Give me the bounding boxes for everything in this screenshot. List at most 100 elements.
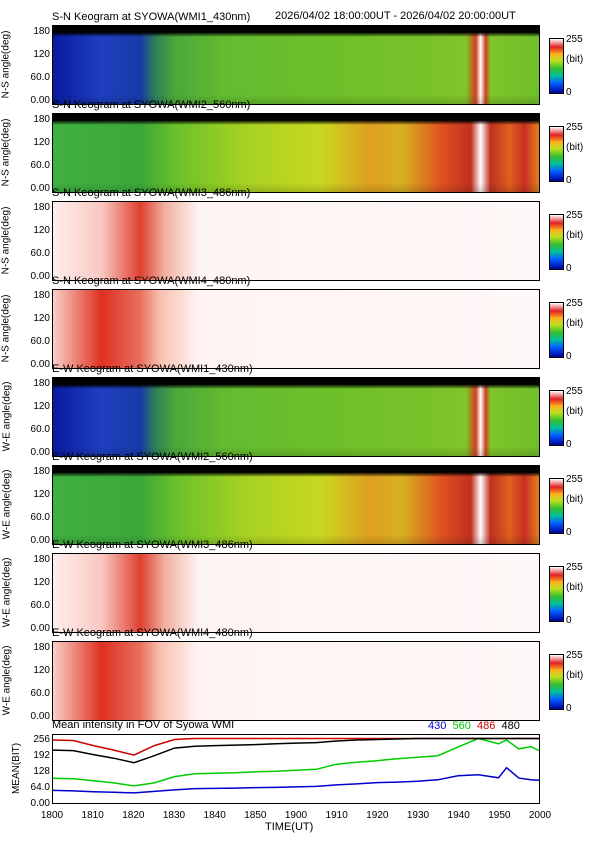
x-tick: 1900 <box>284 810 308 821</box>
series-line-480 <box>53 737 539 764</box>
colorbar-label-max: 255 <box>566 34 583 45</box>
colorbar-label-min: 0 <box>566 703 572 714</box>
colorbar <box>549 38 564 94</box>
keogram-ytick: 120 <box>33 401 50 412</box>
keogram-ytick: 60.0 <box>30 424 50 435</box>
colorbar <box>549 478 564 534</box>
x-tick: 1850 <box>244 810 267 821</box>
keogram-ytick: 0.00 <box>30 183 50 194</box>
keogram-image <box>52 553 540 633</box>
keogram-ytick: 180 <box>33 202 50 213</box>
keogram-ytick: 180 <box>33 290 50 301</box>
colorbar-label-unit: (bit) <box>566 318 584 329</box>
legend: 430 560 486 480 <box>428 720 520 732</box>
colorbar-label-unit: (bit) <box>566 142 584 153</box>
colorbar-label-min: 0 <box>566 615 572 626</box>
keogram-image <box>52 25 540 105</box>
mean-ytick: 0.00 <box>30 798 50 809</box>
keogram-ytick: 120 <box>33 313 50 324</box>
keogram-ytick: 60.0 <box>30 688 50 699</box>
keogram-image <box>52 113 540 193</box>
header-time-range: 2026/04/02 18:00:00UT - 2026/04/02 20:00… <box>275 10 516 22</box>
keogram-title: S-N Keogram at SYOWA(WMI4_480nm) <box>52 275 251 287</box>
colorbar-label-max: 255 <box>566 474 583 485</box>
keogram-ytick: 60.0 <box>30 72 50 83</box>
keogram-ylabel: N-S angle(deg) <box>0 30 12 99</box>
x-tick: 1800 <box>40 810 64 821</box>
keogram-ytick: 180 <box>33 466 50 477</box>
keogram-title: S-N Keogram at SYOWA(WMI3_486nm) <box>52 187 251 199</box>
keogram-ytick: 0.00 <box>30 359 50 370</box>
series-line-560 <box>53 737 539 787</box>
series-line-486 <box>53 737 539 756</box>
chart-title: Mean intensity in FOV of Syowa WMI <box>52 719 235 731</box>
mean-ytick: 256 <box>33 734 50 745</box>
keogram-ytick: 0.00 <box>30 95 50 106</box>
colorbar-label-unit: (bit) <box>566 582 584 593</box>
keogram-ytick: 60.0 <box>30 512 50 523</box>
mean-ytick: 64.0 <box>30 782 50 793</box>
x-tick: 1830 <box>162 810 186 821</box>
keogram-ytick: 120 <box>33 577 50 588</box>
x-tick: 1920 <box>366 810 389 821</box>
x-tick: 1940 <box>447 810 470 821</box>
colorbar-label-min: 0 <box>566 439 572 450</box>
colorbar-label-max: 255 <box>566 122 583 133</box>
colorbar <box>549 214 564 270</box>
legend-480: 480 <box>501 720 520 732</box>
x-axis-label: TIME(UT) <box>265 821 314 833</box>
x-tick: 1950 <box>488 810 511 821</box>
colorbar <box>549 390 564 446</box>
keogram-ytick: 60.0 <box>30 160 50 171</box>
keogram-ytick: 0.00 <box>30 623 50 634</box>
keogram-image <box>52 289 540 369</box>
x-tick: 2000 <box>528 810 552 821</box>
keogram-ytick: 180 <box>33 378 50 389</box>
keogram-ytick: 180 <box>33 642 50 653</box>
keogram-title: E-W Keogram at SYOWA(WMI4_480nm) <box>52 627 253 639</box>
colorbar-label-min: 0 <box>566 175 572 186</box>
keogram-ylabel: W-E angle(deg) <box>1 381 13 452</box>
colorbar <box>549 126 564 182</box>
colorbar-label-min: 0 <box>566 87 572 98</box>
colorbar-label-max: 255 <box>566 298 583 309</box>
colorbar-label-unit: (bit) <box>566 54 584 65</box>
keogram-image <box>52 377 540 457</box>
legend-486: 486 <box>476 720 496 732</box>
colorbar-label-max: 255 <box>566 210 583 221</box>
x-tick: 1930 <box>406 810 430 821</box>
keogram-ylabel: N-S angle(deg) <box>0 118 12 187</box>
keogram-image <box>52 641 540 721</box>
keogram-title: S-N Keogram at SYOWA(WMI1_430nm) <box>52 11 251 23</box>
legend-560: 560 <box>452 720 471 732</box>
keogram-ytick: 120 <box>33 665 50 676</box>
colorbar-label-unit: (bit) <box>566 494 584 505</box>
x-tick: 1820 <box>122 810 145 821</box>
mean-ylabel: MEAN(BIT) <box>11 742 23 795</box>
keogram-title: E-W Keogram at SYOWA(WMI3_486nm) <box>52 539 253 551</box>
keogram-ytick: 60.0 <box>30 248 50 259</box>
keogram-ylabel: N-S angle(deg) <box>0 206 12 275</box>
mean-ytick: 128 <box>33 766 50 777</box>
keogram-ylabel: W-E angle(deg) <box>1 469 13 540</box>
keogram-ytick: 180 <box>33 554 50 565</box>
keogram-ytick: 120 <box>33 49 50 60</box>
colorbar-label-unit: (bit) <box>566 230 584 241</box>
colorbar-label-unit: (bit) <box>566 670 584 681</box>
colorbar-label-max: 255 <box>566 386 583 397</box>
mean-intensity-svg <box>53 737 539 794</box>
keogram-ylabel: N-S angle(deg) <box>0 294 12 363</box>
keogram-ytick: 60.0 <box>30 600 50 611</box>
x-tick: 1910 <box>325 810 348 821</box>
mean-ytick: 192 <box>33 750 50 761</box>
series-line-430 <box>53 766 539 794</box>
keogram-ytick: 120 <box>33 137 50 148</box>
keogram-ytick: 180 <box>33 26 50 37</box>
keogram-ylabel: W-E angle(deg) <box>1 557 13 628</box>
x-tick: 1810 <box>81 810 104 821</box>
keogram-ytick: 0.00 <box>30 535 50 546</box>
colorbar-label-min: 0 <box>566 351 572 362</box>
keogram-title: S-N Keogram at SYOWA(WMI2_560nm) <box>52 99 251 111</box>
x-tick: 1840 <box>203 810 226 821</box>
keogram-ylabel: W-E angle(deg) <box>1 645 13 716</box>
